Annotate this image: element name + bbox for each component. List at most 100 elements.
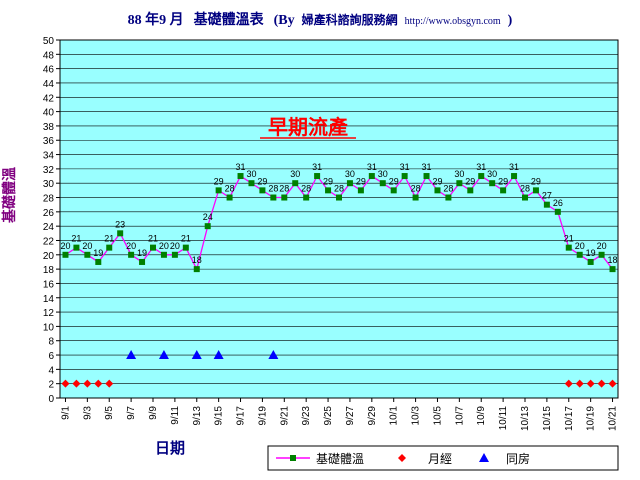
x-tick-label: 9/27 [345,406,356,426]
y-tick-label: 24 [43,222,55,233]
temperature-point [511,173,518,180]
temperature-point [587,258,594,265]
temperature-value-label: 28 [268,184,278,194]
y-tick-label: 14 [43,294,55,305]
x-tick-label: 10/17 [564,406,575,431]
temperature-value-label: 20 [82,241,92,251]
temperature-value-label: 30 [454,169,464,179]
temperature-value-label: 30 [246,169,256,179]
intercourse-point [268,350,279,360]
temperature-point [139,258,146,265]
temperature-value-label: 31 [367,162,377,172]
temperature-value-label: 29 [214,176,224,186]
y-tick-label: 26 [43,208,55,219]
temperature-value-label: 20 [575,241,585,251]
title-main: 基礎體溫表 [194,11,265,28]
x-tick-label: 9/9 [148,406,159,420]
temperature-value-label: 19 [93,248,103,258]
y-tick-label: 50 [43,36,55,47]
temperature-value-label: 29 [323,176,333,186]
period-point [83,379,92,388]
temperature-point [401,173,408,180]
temperature-point [456,180,463,187]
temperature-value-label: 20 [126,241,136,251]
temperature-value-label: 21 [181,234,191,244]
y-axis-ticks: 0246810121416182022242628303234363840424… [43,36,60,405]
temperature-value-label: 18 [192,255,202,265]
temperature-value-label: 30 [290,169,300,179]
legend-period-marker [398,454,406,462]
temperature-point [237,173,244,180]
x-tick-label: 10/5 [432,406,443,426]
temperature-value-label: 23 [115,219,125,229]
temperature-point [467,187,474,194]
y-tick-label: 38 [43,122,55,133]
y-tick-label: 10 [43,322,55,333]
y-tick-label: 34 [43,151,55,162]
temperature-value-label: 20 [597,241,607,251]
y-tick-label: 46 [43,65,55,76]
temperature-point [390,187,397,194]
temperature-point [609,266,616,273]
temperature-point [543,201,550,208]
temperature-point [171,251,178,258]
temperature-value-label: 20 [60,241,70,251]
temperature-point [84,251,91,258]
y-tick-label: 44 [43,79,55,90]
x-tick-label: 9/1 [60,406,71,420]
y-tick-label: 0 [48,394,54,405]
temperature-point [434,187,441,194]
temperature-value-label: 29 [356,176,366,186]
title-close: ) [508,13,513,28]
temperature-value-label: 21 [148,234,158,244]
temperature-value-label: 29 [257,176,267,186]
period-point [608,379,617,388]
temperature-value-label: 30 [378,169,388,179]
y-tick-label: 28 [43,194,55,205]
y-tick-label: 30 [43,179,55,190]
temperature-value-label: 31 [312,162,322,172]
temperature-point [598,251,605,258]
temperature-value-label: 28 [443,184,453,194]
temperature-point [62,251,69,258]
y-tick-label: 32 [43,165,55,176]
temperature-value-label: 30 [345,169,355,179]
period-point [105,379,114,388]
title-url: http://www.obsgyn.com [405,16,501,27]
period-point [61,379,70,388]
temperature-point [478,173,485,180]
temperature-point [325,187,332,194]
temperature-point [215,187,222,194]
temperature-point [160,251,167,258]
temperature-point [95,258,102,265]
x-tick-label: 9/25 [323,406,334,426]
x-tick-label: 9/3 [82,406,93,420]
temperature-point [314,173,321,180]
x-tick-label: 10/19 [586,406,597,431]
x-axis-title: 日期 [155,439,185,457]
temperature-point [576,251,583,258]
temperature-point [554,208,561,215]
x-tick-label: 10/9 [476,406,487,426]
y-tick-label: 16 [43,279,55,290]
x-tick-label: 9/7 [126,406,137,420]
temperature-point [379,180,386,187]
temperature-value-label: 31 [509,162,519,172]
temperature-value-label: 24 [203,212,213,222]
temperature-point [193,266,200,273]
y-tick-label: 36 [43,136,55,147]
temperature-point [73,244,80,251]
x-tick-label: 10/13 [520,406,531,431]
x-tick-label: 10/7 [454,406,465,426]
y-tick-label: 8 [48,337,54,348]
temperature-point [204,223,211,230]
temperature-point [117,230,124,237]
temperature-value-label: 28 [225,184,235,194]
y-tick-label: 6 [48,351,54,362]
intercourse-point [191,350,202,360]
temperature-value-label: 29 [531,176,541,186]
x-tick-label: 9/21 [279,406,290,426]
temperature-value-label: 19 [586,248,596,258]
temperature-value-label: 31 [400,162,410,172]
